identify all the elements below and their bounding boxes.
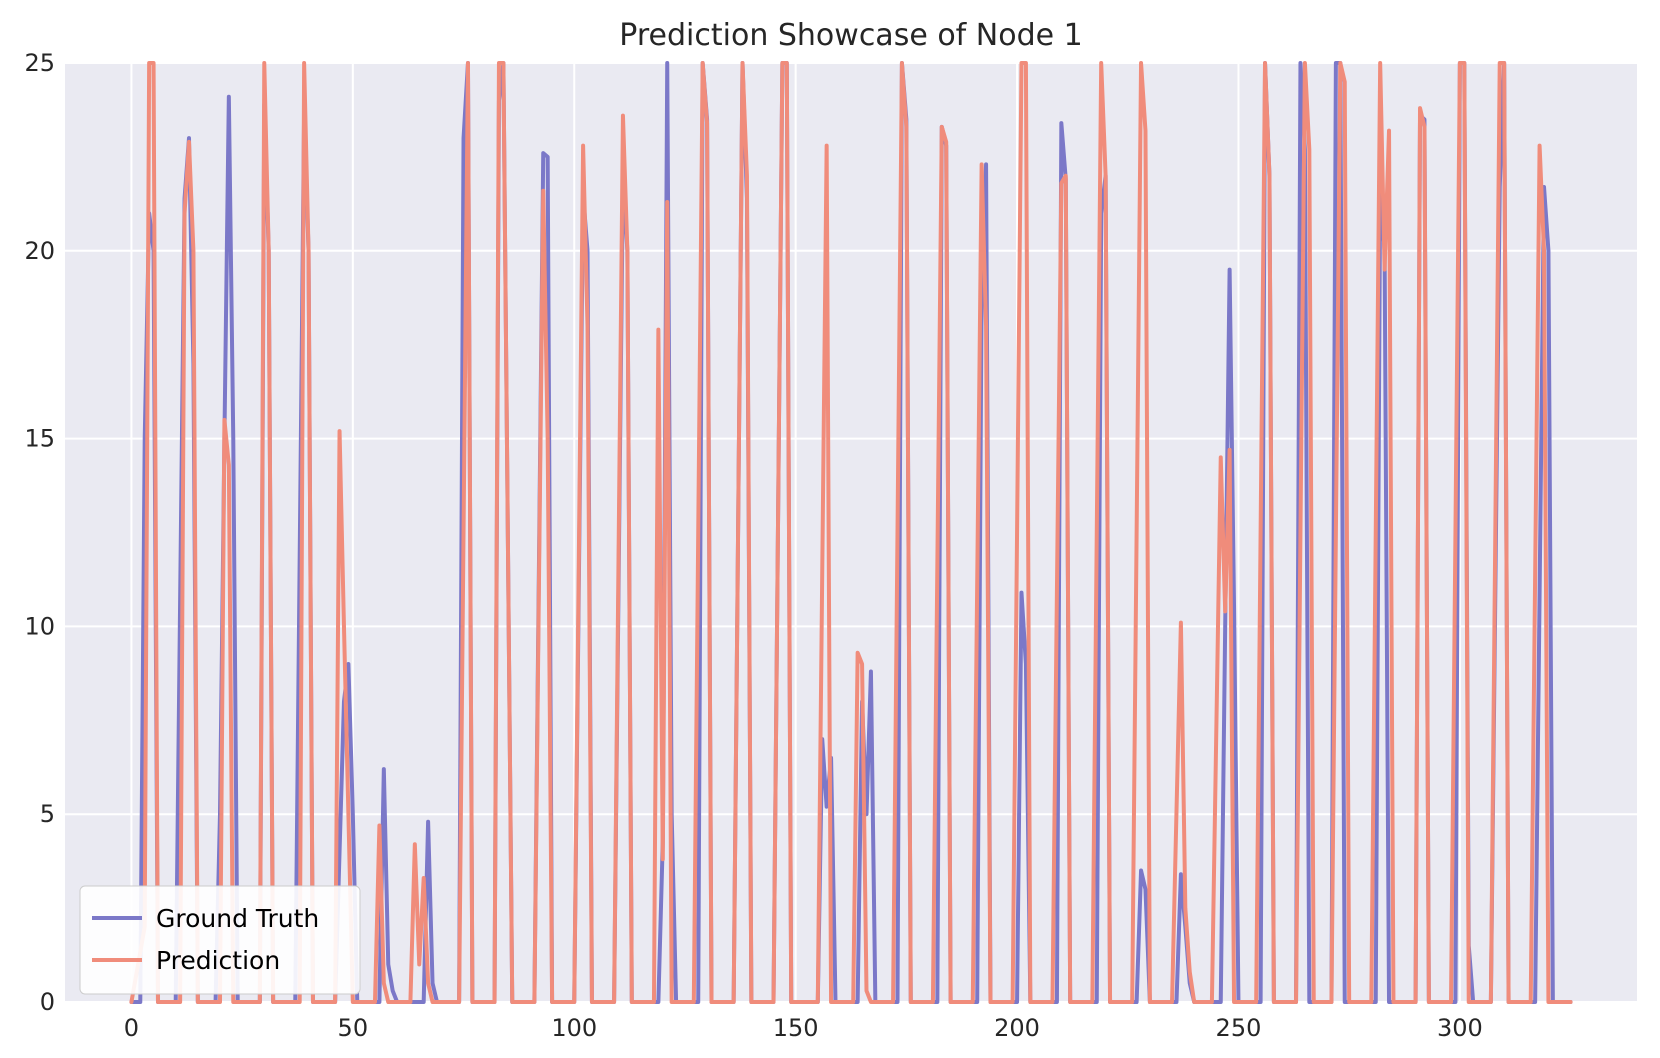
legend-label: Prediction [156, 946, 280, 975]
y-tick-label: 20 [24, 237, 55, 265]
legend: Ground Truth Prediction [79, 885, 361, 995]
y-tick-label: 10 [24, 612, 55, 640]
y-axis-ticks: 0 5 10 15 20 25 [24, 49, 55, 1016]
legend-box [79, 885, 361, 995]
x-axis-ticks: 0 50 100 150 200 250 300 [124, 1014, 1483, 1042]
series-line-prediction [129, 61, 1573, 1004]
x-tick-label: 300 [1437, 1014, 1483, 1042]
x-tick-label: 0 [124, 1014, 139, 1042]
chart-title: Prediction Showcase of Node 1 [619, 18, 1082, 53]
x-tick-label: 100 [551, 1014, 597, 1042]
y-tick-label: 25 [24, 49, 55, 77]
x-tick-label: 150 [773, 1014, 819, 1042]
series-lines [129, 61, 1573, 1004]
y-tick-label: 15 [24, 425, 55, 453]
x-tick-label: 250 [1216, 1014, 1262, 1042]
y-tick-label: 0 [40, 988, 55, 1016]
x-tick-label: 50 [338, 1014, 369, 1042]
legend-label: Ground Truth [156, 904, 319, 933]
y-tick-label: 5 [40, 800, 55, 828]
x-tick-label: 200 [994, 1014, 1040, 1042]
